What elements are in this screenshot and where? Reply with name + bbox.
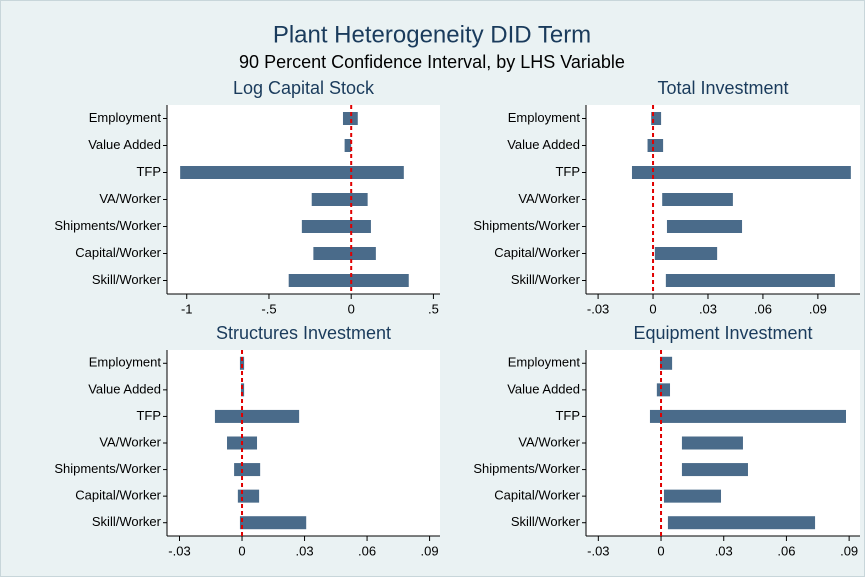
y-tick-label: Shipments/Worker <box>54 461 161 476</box>
x-tick-label: .09 <box>840 543 858 558</box>
y-tick-label: Shipments/Worker <box>473 461 580 476</box>
panel-title: Equipment Investment <box>633 323 812 343</box>
y-tick-label: Shipments/Worker <box>473 218 580 233</box>
y-tick-label: VA/Worker <box>99 191 161 206</box>
bar <box>180 166 404 179</box>
y-tick-label: Skill/Worker <box>511 272 581 287</box>
y-tick-label: Shipments/Worker <box>54 218 161 233</box>
bar <box>239 516 307 530</box>
bar <box>647 139 664 152</box>
y-tick-label: Capital/Worker <box>494 488 580 503</box>
panel-title: Total Investment <box>657 78 788 98</box>
y-tick-label: Employment <box>508 355 581 370</box>
y-tick-label: TFP <box>136 164 161 179</box>
x-tick-label: 0 <box>649 301 656 316</box>
y-tick-label: Capital/Worker <box>75 245 161 260</box>
y-tick-label: TFP <box>555 408 580 423</box>
x-tick-label: -.03 <box>587 543 609 558</box>
bar <box>654 247 718 260</box>
y-tick-label: VA/Worker <box>99 434 161 449</box>
x-tick-label: -.5 <box>261 301 276 316</box>
y-tick-label: Value Added <box>507 137 580 152</box>
y-tick-label: Value Added <box>88 381 161 396</box>
bar <box>214 409 300 423</box>
y-tick-label: Employment <box>508 110 581 125</box>
x-tick-label: .5 <box>428 301 439 316</box>
y-tick-label: TFP <box>555 164 580 179</box>
bar <box>663 489 722 503</box>
x-tick-label: 0 <box>238 543 245 558</box>
x-tick-label: -.03 <box>587 301 609 316</box>
y-tick-label: Skill/Worker <box>92 514 162 529</box>
x-tick-label: .09 <box>421 543 439 558</box>
y-tick-label: Capital/Worker <box>75 488 161 503</box>
x-tick-label: .03 <box>715 543 733 558</box>
bar <box>344 139 352 152</box>
bar <box>681 463 748 477</box>
bar <box>666 220 743 233</box>
y-tick-label: Capital/Worker <box>494 245 580 260</box>
bar <box>313 247 376 260</box>
y-tick-label: TFP <box>136 408 161 423</box>
bar <box>651 112 662 125</box>
x-tick-label: -1 <box>181 301 193 316</box>
bar <box>234 463 261 477</box>
y-tick-label: Value Added <box>88 137 161 152</box>
bar <box>649 409 846 423</box>
bar <box>662 193 733 206</box>
chart-subtitle: 90 Percent Confidence Interval, by LHS V… <box>239 52 625 72</box>
x-tick-label: 0 <box>348 301 355 316</box>
plot-area <box>167 105 440 294</box>
y-tick-label: VA/Worker <box>518 434 580 449</box>
chart-title: Plant Heterogeneity DID Term <box>273 21 591 48</box>
x-tick-label: .06 <box>777 543 795 558</box>
bar <box>681 436 743 450</box>
x-tick-label: 0 <box>657 543 664 558</box>
y-tick-label: Employment <box>89 110 162 125</box>
panel-title: Log Capital Stock <box>233 78 375 98</box>
y-tick-label: Skill/Worker <box>511 514 581 529</box>
x-tick-label: .06 <box>358 543 376 558</box>
y-tick-label: Skill/Worker <box>92 272 162 287</box>
x-tick-label: .03 <box>699 301 717 316</box>
bar <box>342 112 358 125</box>
x-tick-label: -.03 <box>168 543 190 558</box>
bar <box>240 383 245 397</box>
bar <box>311 193 368 206</box>
panel-title: Structures Investment <box>216 323 391 343</box>
x-tick-label: .03 <box>296 543 314 558</box>
y-tick-label: VA/Worker <box>518 191 580 206</box>
bar <box>659 356 673 370</box>
bar <box>665 274 835 287</box>
bar <box>301 220 371 233</box>
bar <box>237 489 260 503</box>
bar <box>656 383 671 397</box>
plot-area <box>167 350 440 536</box>
bar <box>631 166 851 179</box>
bar <box>288 274 409 287</box>
y-tick-label: Value Added <box>507 381 580 396</box>
bar <box>667 516 816 530</box>
bar <box>239 356 245 370</box>
x-tick-label: .09 <box>809 301 827 316</box>
y-tick-label: Employment <box>89 355 162 370</box>
x-tick-label: .06 <box>754 301 772 316</box>
